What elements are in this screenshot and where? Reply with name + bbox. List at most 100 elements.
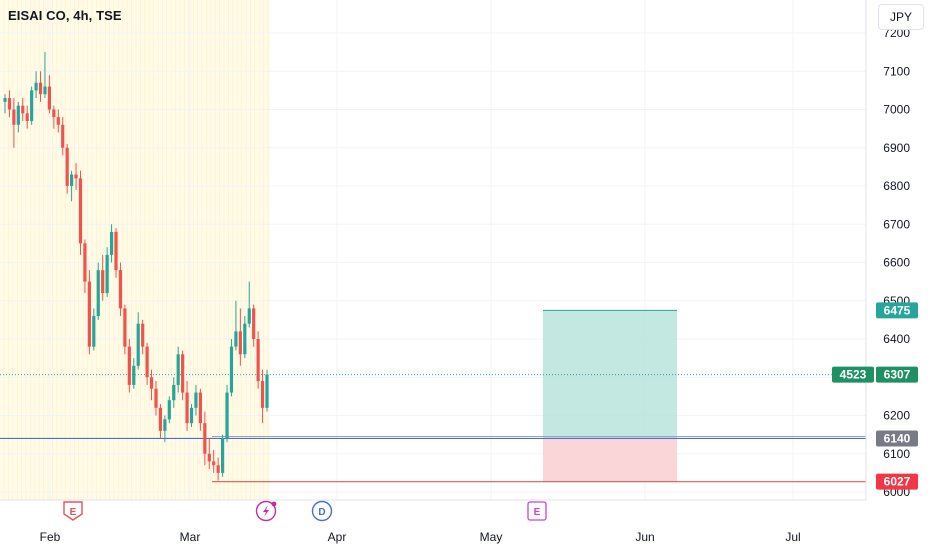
candle <box>70 170 74 202</box>
time-axis[interactable]: Feb Mar Apr May Jun Jul <box>40 530 801 544</box>
candle-body <box>96 270 100 317</box>
candle-body <box>260 381 265 408</box>
candle <box>225 384 229 443</box>
stop-price-label-text: 6027 <box>884 475 911 489</box>
price-tick-label: 6900 <box>883 141 910 155</box>
candle <box>158 404 163 439</box>
candle-body <box>167 400 171 420</box>
candle <box>92 308 96 351</box>
last-price-label-bg <box>876 366 918 383</box>
candle <box>154 381 158 416</box>
candle-body <box>189 407 194 424</box>
candle-body <box>216 465 220 473</box>
candle-body <box>30 90 34 121</box>
candle-body <box>234 331 238 347</box>
candle <box>12 98 16 148</box>
chart-grid <box>0 0 866 500</box>
upcoming-earnings-marker: E <box>527 501 547 521</box>
candle-body <box>172 384 176 401</box>
candle <box>123 304 127 355</box>
candle-body <box>109 231 114 255</box>
candle <box>229 339 234 397</box>
candle <box>38 71 43 102</box>
candle <box>163 415 167 443</box>
candle <box>114 228 118 278</box>
price-tick-label: 6100 <box>883 447 910 461</box>
candle-body <box>43 86 47 95</box>
upcoming-earnings-label: E <box>534 507 541 518</box>
candle <box>52 105 56 129</box>
candle-body <box>127 346 131 385</box>
time-tick-label: Jun <box>635 530 654 544</box>
loss-zone <box>543 438 677 482</box>
price-tick-label: 6700 <box>883 217 910 231</box>
price-tick-label: 7100 <box>883 64 910 78</box>
candle-body <box>65 147 69 186</box>
price-tick-label: 6800 <box>883 179 910 193</box>
candle-body <box>145 346 149 378</box>
entry-price-label: 6140 <box>876 430 918 447</box>
candle-body <box>25 113 29 121</box>
candle <box>238 308 242 366</box>
candle <box>96 262 100 320</box>
candle-body <box>136 323 140 366</box>
candle-body <box>34 82 38 91</box>
price-axis[interactable]: 6000610062006300640065006600670068006900… <box>883 26 910 499</box>
candle <box>145 342 149 385</box>
candle-body <box>225 392 229 439</box>
currency-button[interactable]: JPY <box>878 4 924 30</box>
candle <box>30 86 34 125</box>
candle-body <box>118 270 123 309</box>
candle-body <box>132 365 136 385</box>
candle <box>203 411 207 466</box>
candle <box>21 98 25 121</box>
candle <box>194 384 198 416</box>
candle-body <box>87 281 91 347</box>
event-markers[interactable]: E ED <box>63 500 547 522</box>
target-price-label-text: 6475 <box>884 303 911 317</box>
time-tick-label: Jul <box>785 530 800 544</box>
candle <box>105 247 109 297</box>
candle-body <box>47 86 52 110</box>
candle <box>101 254 105 301</box>
candle-body <box>198 392 202 424</box>
candle <box>136 312 140 370</box>
candle <box>3 94 7 114</box>
candle-body <box>38 82 43 95</box>
candle <box>167 396 171 424</box>
candle-body <box>154 388 158 408</box>
candle <box>34 71 38 99</box>
candle-body <box>141 323 145 347</box>
lightning-icon <box>255 500 277 522</box>
time-tick-label: Mar <box>180 530 201 544</box>
candle-body <box>16 105 20 125</box>
candlestick-series <box>3 52 269 481</box>
candle-body <box>163 419 167 431</box>
horizontal-lines[interactable] <box>0 374 866 483</box>
upcoming-earnings-shape <box>527 501 547 521</box>
time-tick-label: Feb <box>40 530 61 544</box>
candle-body <box>105 254 109 294</box>
price-tick-label: 6400 <box>883 332 910 346</box>
candle <box>87 270 91 355</box>
candle <box>181 350 185 401</box>
symbol-title: EISAI CO, 4h, TSE <box>8 8 122 23</box>
candle <box>256 331 260 389</box>
candle <box>65 143 69 194</box>
candle <box>74 163 78 190</box>
target-price-label-bg <box>876 302 918 319</box>
candle-body <box>78 178 83 244</box>
long-position-tool[interactable] <box>543 309 677 482</box>
countdown-label: 4523 <box>832 366 874 383</box>
candle-body <box>203 423 207 454</box>
candle <box>185 381 189 431</box>
stop-price-label: 6027 <box>876 473 918 490</box>
last-price-label-text: 6307 <box>884 368 911 382</box>
candle-body <box>74 174 78 179</box>
candle <box>7 90 12 118</box>
candle-body <box>247 308 251 324</box>
candle-body <box>114 231 118 271</box>
time-tick-label: Apr <box>328 530 347 544</box>
candle-body <box>70 174 74 186</box>
